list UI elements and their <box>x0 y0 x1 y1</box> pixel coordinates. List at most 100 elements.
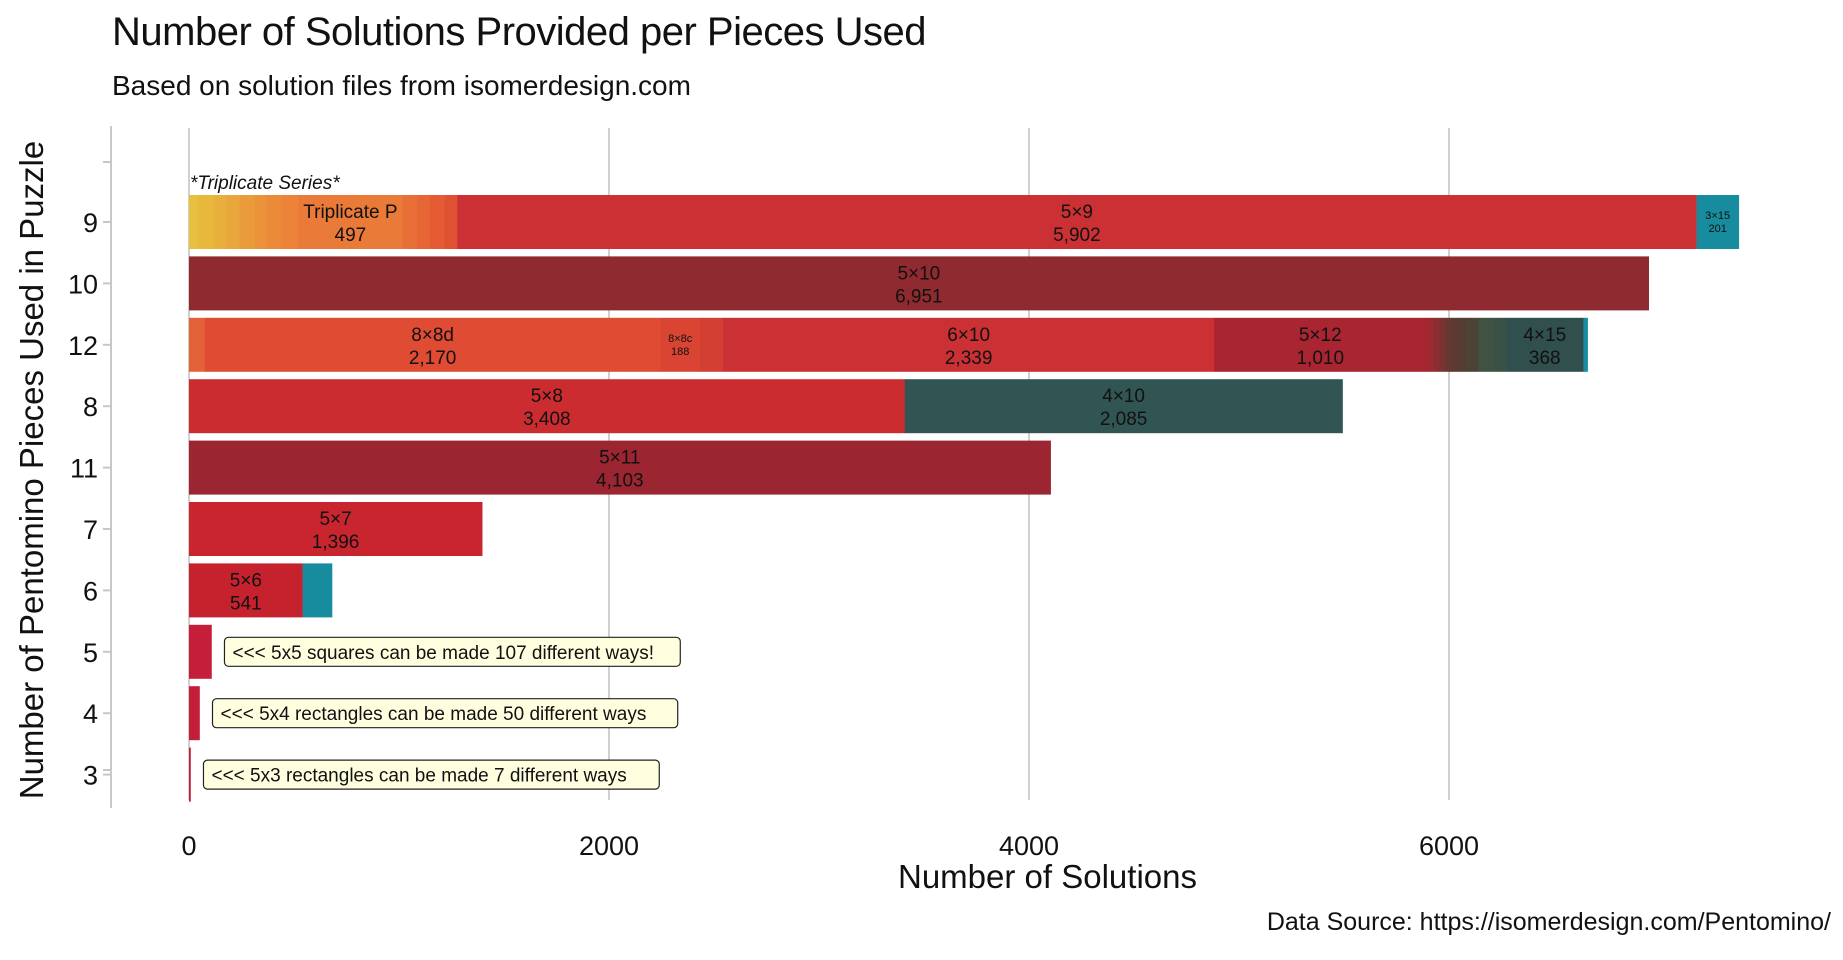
bar-segment <box>204 317 661 372</box>
bar-segment <box>1445 317 1452 372</box>
segment-label: 5×12 <box>1299 325 1342 346</box>
chart-title: Number of Solutions Provided per Pieces … <box>112 10 926 54</box>
data-source-caption: Data Source: https://isomerdesign.com/Pe… <box>1266 908 1831 936</box>
bar-segment <box>189 624 212 679</box>
segment-label: 5×10 <box>897 263 940 284</box>
y-tick-label: 5 <box>83 638 98 668</box>
x-tick-label: 6000 <box>1419 831 1479 861</box>
bar-segment <box>189 686 200 741</box>
bar-segment <box>1457 317 1467 372</box>
annotation-text: <<< 5x3 rectangles can be made 7 differe… <box>211 766 626 787</box>
x-tick-label: 0 <box>181 831 196 861</box>
segment-label: 8×8d <box>411 325 454 346</box>
bar-segment <box>189 563 303 618</box>
y-tick-label: 4 <box>83 699 98 729</box>
y-tick-label: 11 <box>70 454 98 484</box>
segment-label: 3×15 <box>1705 210 1730 222</box>
y-tick-label: 12 <box>68 331 98 361</box>
segment-label: 5×9 <box>1061 202 1093 223</box>
bar-segment <box>1493 317 1507 372</box>
y-tick-label: 6 <box>83 576 98 606</box>
bar-segment <box>429 195 445 249</box>
bar-segment <box>1506 317 1584 372</box>
segment-value-label: 4,103 <box>596 471 644 492</box>
segment-label: 5×6 <box>230 570 262 591</box>
y-tick-label: 10 <box>68 269 98 299</box>
segment-label: 5×11 <box>599 448 640 469</box>
bar-segment <box>189 440 1051 495</box>
bar-segment <box>1432 317 1440 372</box>
bar-segment <box>723 317 1215 372</box>
bar-segment <box>904 379 1343 434</box>
segment-value-label: 2,339 <box>945 348 993 369</box>
bar-segment <box>444 195 458 249</box>
segment-value-label: 1,396 <box>312 532 360 553</box>
bar-segment <box>189 317 206 372</box>
bar-segment <box>1583 317 1588 372</box>
bar-segment <box>1466 317 1480 372</box>
segment-value-label: 6,951 <box>895 286 943 307</box>
x-tick-label: 2000 <box>579 831 639 861</box>
segment-label: 6×10 <box>947 325 990 346</box>
bar-segment <box>1696 195 1740 249</box>
bar-segment <box>1214 317 1427 372</box>
y-tick-label: 3 <box>83 761 98 791</box>
bar-segment <box>239 195 255 249</box>
bar-segment <box>189 256 1650 311</box>
bar-segment <box>266 195 282 249</box>
bar-segment <box>189 747 191 802</box>
bar-segment <box>226 195 240 249</box>
bar-segment <box>660 317 701 372</box>
bar-segment <box>298 195 403 249</box>
segment-value-label: 2,170 <box>409 348 457 369</box>
annotation-box <box>223 636 681 667</box>
bars <box>189 195 1740 802</box>
segment-label: Triplicate P <box>303 202 397 223</box>
segment-value-label: 2,085 <box>1100 409 1148 430</box>
bar-segment <box>189 502 483 556</box>
segment-value-label: 368 <box>1529 348 1561 369</box>
bar-segment <box>1478 317 1494 372</box>
bar-segment <box>699 317 724 372</box>
chart-subtitle: Based on solution files from isomerdesig… <box>112 70 691 101</box>
segment-value-label: 541 <box>230 593 262 614</box>
axes: 0 2000 4000 6000 9 10 12 8 11 7 6 5 4 3 <box>68 126 1479 861</box>
triplicate-series-label: *Triplicate Series* <box>190 173 340 194</box>
segment-value-label: 3,408 <box>523 409 571 430</box>
bar-segment <box>189 195 198 249</box>
bar-segment <box>1426 317 1433 372</box>
bar-segment <box>197 195 215 249</box>
x-tick-label: 4000 <box>999 831 1059 861</box>
segment-value-label: 5,902 <box>1053 225 1101 246</box>
segment-label: 4×10 <box>1102 386 1145 407</box>
bar-segment <box>254 195 267 249</box>
annotation-box <box>211 698 679 729</box>
bar-segment <box>417 195 431 249</box>
segment-value-label: 201 <box>1709 223 1727 235</box>
bar-segment <box>189 379 905 434</box>
segment-value-label: 1,010 <box>1296 348 1344 369</box>
segment-value-label: 497 <box>335 225 367 246</box>
y-tick-label: 8 <box>83 392 98 422</box>
segment-value-label: 188 <box>671 346 689 358</box>
segment-label: 8×8c <box>668 333 693 345</box>
y-tick-label: 7 <box>83 515 98 545</box>
bar-segment <box>302 563 333 618</box>
segment-label: 4×15 <box>1523 325 1566 346</box>
annotation-text: <<< 5x4 rectangles can be made 50 differ… <box>221 704 647 725</box>
y-axis-label: Number of Pentomino Pieces Used in Puzzl… <box>13 140 50 800</box>
segment-label: 5×7 <box>319 509 351 530</box>
bar-segment <box>1451 317 1459 372</box>
bar-segment <box>281 195 299 249</box>
annotations: <<< 5x5 squares can be made 107 differen… <box>190 173 681 790</box>
x-axis-label-text: Number of Solutions <box>898 858 1197 895</box>
y-tick-label: 9 <box>83 208 98 238</box>
annotation-box <box>202 759 660 790</box>
bar-segment <box>402 195 418 249</box>
bar-segment <box>214 195 228 249</box>
annotation-text: <<< 5x5 squares can be made 107 differen… <box>232 643 654 664</box>
segment-label: 5×8 <box>531 386 563 407</box>
bar-segment <box>457 195 1697 249</box>
